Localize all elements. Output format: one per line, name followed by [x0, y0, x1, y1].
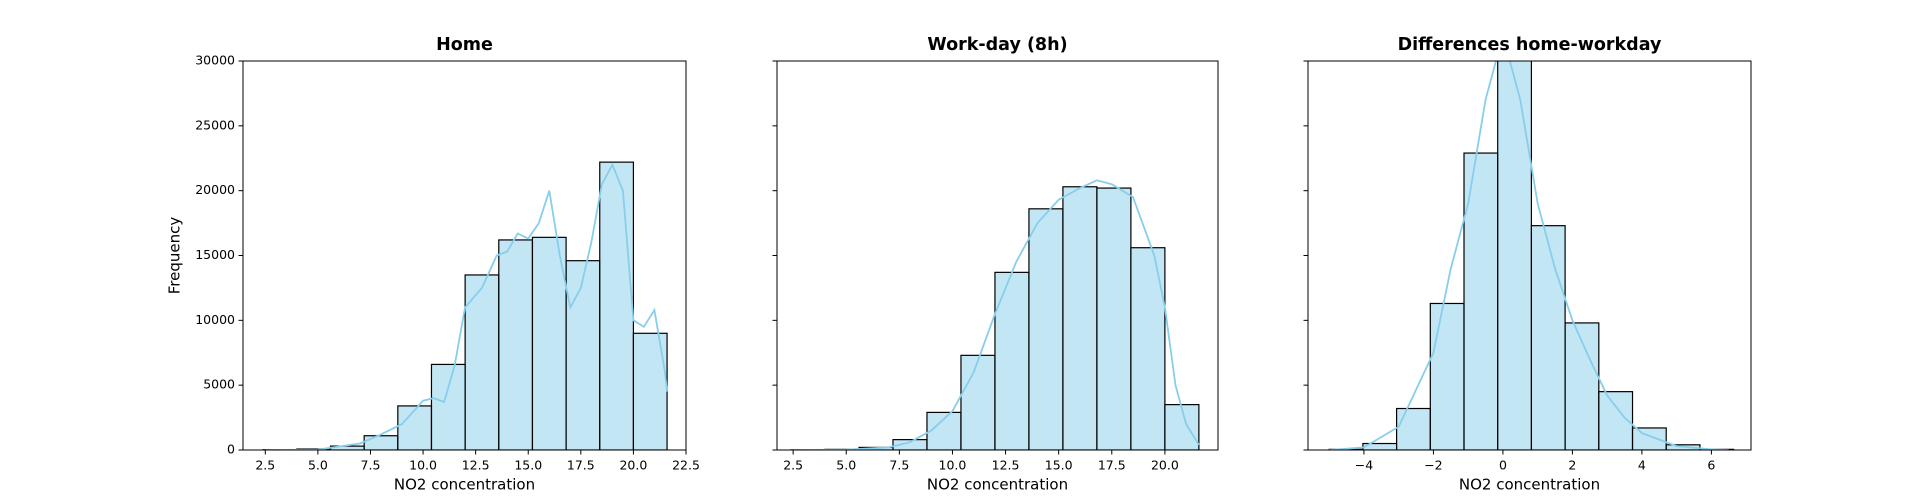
bar [1631, 427, 1667, 450]
x-tick-label: 2.5 [783, 458, 803, 473]
bar [430, 363, 466, 450]
x-axis-label: NO2 concentration [394, 476, 535, 494]
plot-area [1328, 61, 1735, 450]
plot-area [790, 179, 1200, 450]
bar [498, 239, 534, 450]
x-tick-label: 17.5 [1098, 458, 1126, 473]
y-tick-label: 30000 [195, 53, 235, 68]
bar [960, 354, 996, 450]
x-tick-label: 2 [1568, 458, 1576, 473]
bar [1062, 186, 1098, 450]
x-tick-label: 7.5 [361, 458, 381, 473]
x-tick-label: 0 [1499, 458, 1507, 473]
x-tick-label: 20.0 [1151, 458, 1179, 473]
x-tick-label: 17.5 [567, 458, 595, 473]
kde-line [1329, 61, 1729, 450]
x-tick-label: −4 [1355, 458, 1373, 473]
x-axis-label: NO2 concentration [927, 476, 1068, 494]
y-tick-label: 15000 [195, 247, 235, 262]
bar [1497, 61, 1533, 450]
bar [1096, 187, 1132, 450]
bar [1395, 407, 1431, 450]
bar [599, 161, 635, 450]
y-tick-label: 0 [227, 442, 235, 457]
x-tick-label: 2.5 [255, 458, 275, 473]
y-tick-label: 10000 [195, 312, 235, 327]
panel: −4 −2 0 2 4 6 Differences home-workday NO2 conc… [1303, 35, 1752, 494]
x-tick-label: 5.0 [308, 458, 328, 473]
bar [1164, 404, 1200, 450]
kde-line [793, 179, 1200, 450]
x-tick-label: 12.5 [462, 458, 490, 473]
bar [1429, 302, 1465, 450]
bar [531, 236, 567, 450]
x-tick-label: 10.0 [409, 458, 437, 473]
bar [1564, 322, 1600, 450]
x-tick-label: 12.5 [992, 458, 1020, 473]
x-axis-label: NO2 concentration [1459, 476, 1600, 494]
x-tick-label: 7.5 [889, 458, 909, 473]
bar [1463, 152, 1499, 450]
kde-line [265, 162, 668, 450]
bar [464, 274, 500, 450]
x-tick-label: 15.0 [1045, 458, 1073, 473]
bar [565, 260, 601, 450]
x-tick-label: 6 [1707, 458, 1715, 473]
x-tick-label: 4 [1638, 458, 1646, 473]
x-tick-label: 5.0 [836, 458, 856, 473]
x-tick-label: 22.5 [672, 458, 700, 473]
bar [1028, 208, 1064, 450]
x-tick-label: −2 [1424, 458, 1442, 473]
y-axis-label: Frequency [166, 217, 184, 295]
plot-area [262, 161, 668, 450]
bar [994, 271, 1030, 450]
bar [397, 405, 433, 450]
y-tick-label: 5000 [203, 377, 235, 392]
bar [1530, 225, 1566, 450]
y-tick-label: 25000 [195, 117, 235, 132]
chart-title: Work-day (8h) [927, 35, 1067, 55]
panel: 2.5 5.0 7.5 10.0 12.5 15.0 17.5 20.0 Work-day (8… [772, 35, 1219, 494]
chart-title: Differences home-workday [1398, 35, 1662, 55]
bar [363, 435, 399, 450]
x-tick-label: 10.0 [939, 458, 967, 473]
x-tick-label: 15.0 [514, 458, 542, 473]
chart-title: Home [436, 35, 493, 55]
x-tick-label: 20.0 [619, 458, 647, 473]
panel: 0 5000 10000 15000 20000 25000 30000 2.5 5.0 7.5 1… [166, 35, 700, 494]
y-tick-label: 20000 [195, 182, 235, 197]
